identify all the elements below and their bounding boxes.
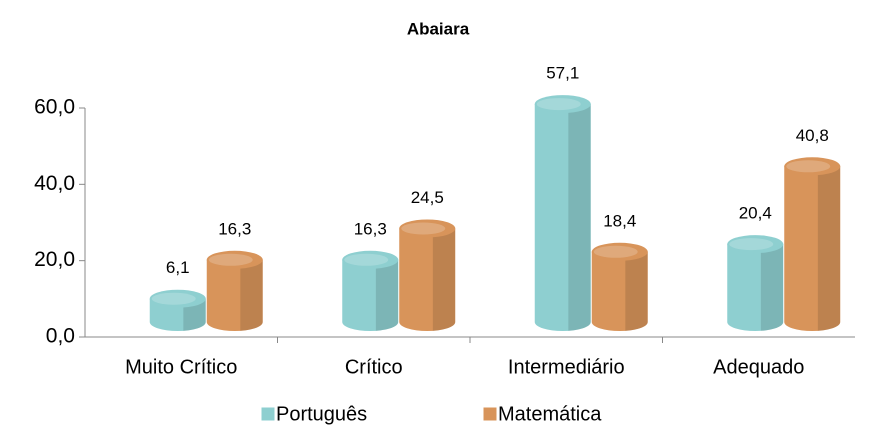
value-label: 57,1	[546, 64, 579, 83]
legend-label: Matemática	[498, 403, 602, 425]
value-label: 18,4	[603, 211, 636, 230]
y-tick-label: 60,0	[34, 96, 75, 119]
x-tick-label: Muito Crítico	[125, 356, 237, 378]
legend-marker	[483, 407, 497, 421]
bar	[149, 289, 206, 331]
bar	[727, 235, 784, 331]
bar	[534, 95, 591, 332]
bar	[206, 250, 263, 331]
value-label: 24,5	[411, 188, 444, 207]
bar	[591, 242, 648, 331]
chart-title: Abaiara	[407, 19, 470, 38]
bar	[342, 250, 399, 331]
x-tick-label: Intermediário	[508, 356, 625, 378]
value-label: 6,1	[166, 258, 190, 277]
value-label: 20,4	[739, 204, 772, 223]
value-label: 40,8	[796, 126, 829, 145]
x-tick-label: Crítico	[345, 356, 403, 378]
value-label: 16,3	[354, 219, 387, 238]
y-tick-label: 20,0	[34, 248, 75, 271]
y-tick-label: 0,0	[46, 325, 75, 348]
legend-marker	[261, 407, 275, 421]
legend-label: Português	[276, 403, 367, 425]
x-tick-label: Adequado	[713, 356, 804, 378]
value-label: 16,3	[218, 219, 251, 238]
y-tick-label: 40,0	[34, 172, 75, 195]
bar	[399, 219, 456, 331]
bar	[784, 157, 841, 331]
